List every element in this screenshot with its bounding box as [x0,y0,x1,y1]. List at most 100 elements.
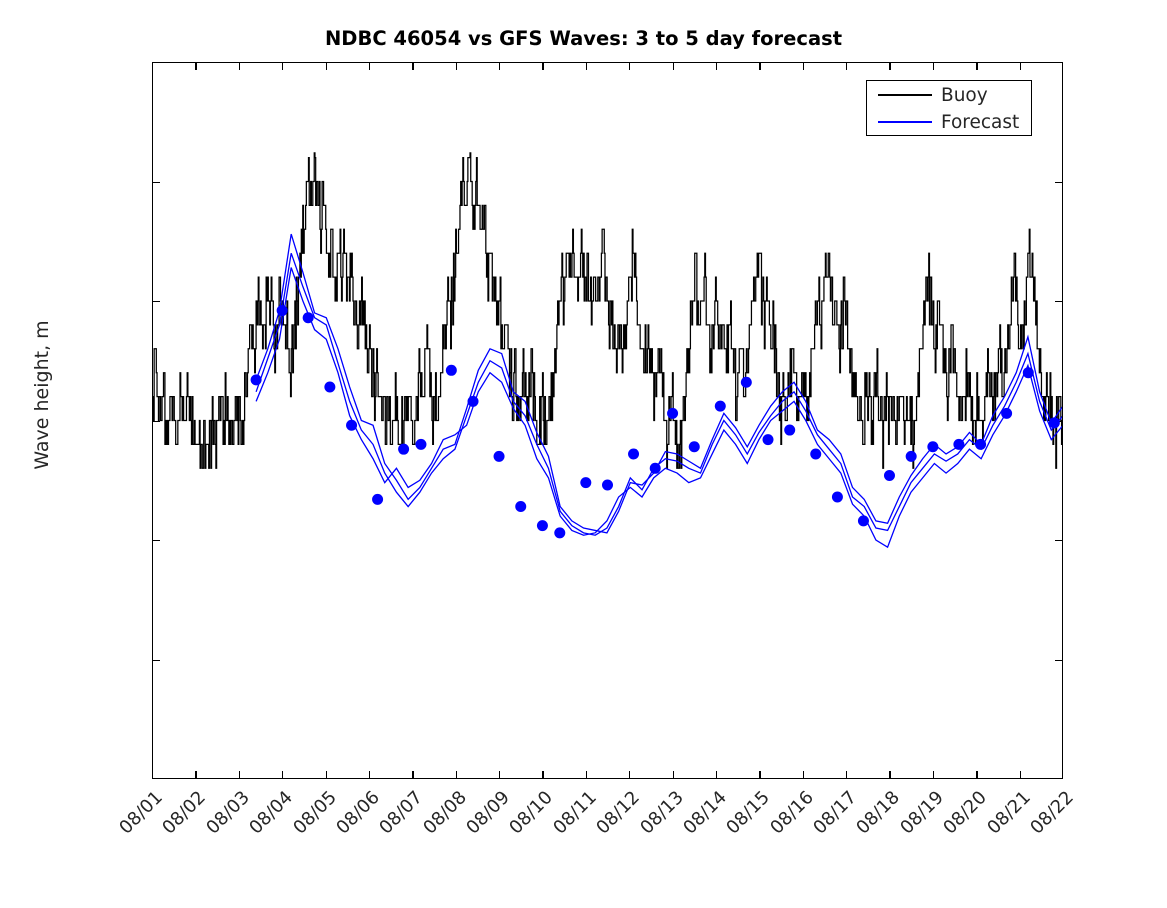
x-tick-mark [715,62,718,70]
x-tick-mark [542,62,544,70]
x-tick-mark [889,62,891,70]
forecast-marker [762,434,774,446]
x-tick-mark [976,62,978,70]
y-tick-mark [152,659,160,661]
x-tick-mark [238,62,241,70]
x-tick-mark [455,62,457,70]
figure-canvas: NDBC 46054 vs GFS Waves: 3 to 5 day fore… [31,27,1078,839]
forecast-marker [554,527,566,539]
forecast-marker [515,501,527,513]
x-tick-mark [325,62,327,70]
series-buoy [152,152,1063,469]
x-tick-mark [976,771,978,779]
x-tick-mark [499,771,501,779]
forecast-marker [883,469,895,481]
x-tick-mark [802,771,804,779]
series-path [255,252,1063,536]
page-title: NDBC 46054 vs GFS Waves: 3 to 5 day fore… [324,27,843,50]
x-tick-mark [282,771,284,779]
x-tick-mark [412,771,414,779]
legend-entry-forecast: Forecast [867,108,1031,136]
forecast-marker [372,493,384,505]
x-tick-mark [412,62,414,70]
series-forecast [255,233,1063,549]
y-tick-mark [152,540,160,542]
x-tick-mark [932,771,935,779]
y-tick-mark [1055,659,1063,661]
forecast-marker [445,364,457,376]
series-path [152,152,1063,469]
forecast-marker [415,438,427,450]
x-tick-mark [499,62,501,70]
x-tick-mark [195,771,197,779]
forecast-marker [536,520,548,532]
y-axis-label: Wave height, m [31,320,53,470]
forecast-marker [953,438,965,450]
forecast-marker [688,441,700,453]
x-tick-mark [585,62,588,70]
y-tick-mark [1055,301,1063,303]
plot-area [152,62,1063,779]
x-tick-mark [802,62,804,70]
forecast-marker [493,450,505,462]
forecast-marker [302,312,314,324]
x-tick-mark [846,62,848,70]
series-path [255,233,1063,534]
y-tick-mark [152,420,160,422]
forecast-marker [398,443,410,455]
forecast-marker [1001,407,1013,419]
forecast-marker [667,407,679,419]
x-tick-mark [629,771,631,779]
forecast-marker [628,448,640,460]
forecast-marker [714,400,726,412]
y-tick-mark [1055,540,1063,542]
series-path [255,267,1063,549]
x-tick-mark [1019,771,1021,779]
y-tick-mark [1055,181,1063,183]
x-tick-mark [1019,62,1021,70]
x-tick-mark [715,771,718,779]
x-tick-mark [889,771,891,779]
legend-entry-buoy: Buoy [867,81,1031,109]
forecast-marker [810,448,822,460]
forecast-marker [346,419,358,431]
forecast-marker [1022,367,1034,379]
forecast-marker [831,491,843,503]
forecast-marker [276,305,288,317]
forecast-marker [580,477,592,489]
forecast-marker [784,424,796,436]
x-tick-mark [455,771,457,779]
legend-swatch-forecast [878,121,932,123]
x-tick-mark [672,62,674,70]
x-tick-mark [195,62,197,70]
forecast-marker [602,479,613,491]
y-tick-mark [152,181,160,183]
x-tick-mark [759,771,761,779]
x-tick-mark [846,771,848,779]
forecast-marker [857,515,869,527]
forecast-marker [905,450,917,462]
forecast-marker [740,376,752,388]
forecast-marker [324,381,336,393]
forecast-marker [1048,417,1060,429]
x-tick-mark [932,62,935,70]
legend: Buoy Forecast [866,80,1032,136]
x-tick-mark [585,771,588,779]
x-tick-mark [282,62,284,70]
x-tick-mark [672,771,674,779]
x-tick-mark [629,62,631,70]
forecast-marker [467,395,479,407]
forecast-marker [250,374,262,386]
x-tick-mark [368,62,371,70]
data-series-layer [152,152,1063,549]
legend-label-forecast: Forecast [941,111,1020,133]
forecast-marker [927,441,939,453]
forecast-marker [649,462,661,474]
x-tick-mark [759,62,761,70]
forecast-markers [250,305,1060,539]
x-tick-mark [368,771,371,779]
x-tick-mark [238,771,241,779]
legend-swatch-buoy [878,94,932,96]
forecast-marker [975,438,987,450]
x-tick-mark [542,771,544,779]
